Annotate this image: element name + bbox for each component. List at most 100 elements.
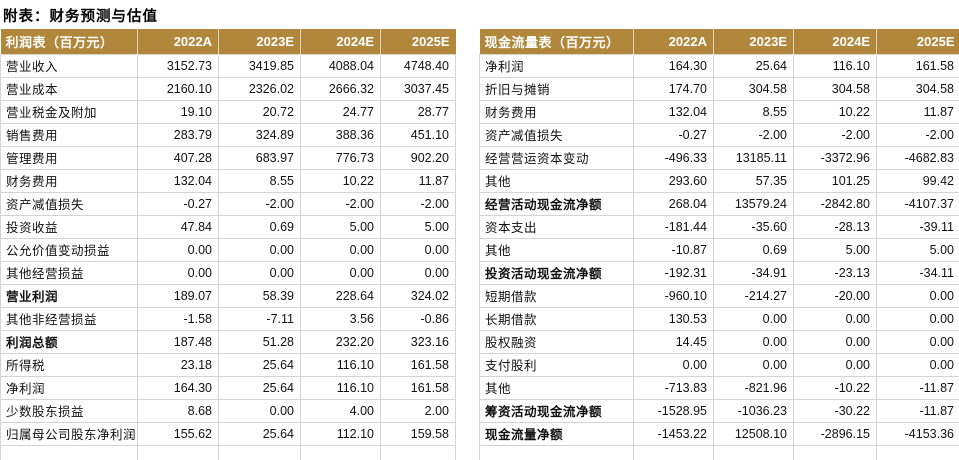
row-label: 营业税金及附加 (0, 99, 138, 124)
table-row: 支付股利 0.00 0.00 0.00 0.00 (479, 352, 959, 377)
table-row: 其他 293.60 57.35 101.25 99.42 (479, 168, 959, 193)
cell-value: 293.60 (633, 168, 714, 193)
cell-value: 112.10 (300, 421, 381, 446)
cell-value: 0.00 (380, 237, 456, 262)
table-row: 营业成本 2160.10 2326.02 2666.32 3037.45 (0, 76, 456, 101)
row-label: 筹资活动现金流净额 (479, 398, 634, 423)
cell-value: 0.00 (300, 237, 381, 262)
table-row: 经营活动现金流净额 268.04 13579.24 -2842.80 -4107.37 (479, 191, 959, 216)
cell-value: -4107.37 (876, 191, 959, 216)
cell-value: 47.84 (137, 214, 219, 239)
cell-value: 159.58 (380, 421, 456, 446)
cell-value: -35.60 (713, 214, 794, 239)
cell-value: 25.64 (713, 53, 794, 78)
empty-row (0, 444, 456, 460)
cell-value: -34.11 (876, 260, 959, 285)
cell-value: -30.22 (793, 398, 877, 423)
table-row: 财务费用 132.04 8.55 10.22 11.87 (479, 99, 959, 124)
table-row: 营业利润 189.07 58.39 228.64 324.02 (0, 283, 456, 308)
header-row: 现金流量表（百万元） 2022A 2023E 2024E 2025E (479, 29, 959, 54)
cell-value: -960.10 (633, 283, 714, 308)
cell-value: -23.13 (793, 260, 877, 285)
cell-value: 161.58 (876, 53, 959, 78)
cell-value: -10.22 (793, 375, 877, 400)
table-row: 经营营运资本变动 -496.33 13185.11 -3372.96 -4682.83 (479, 145, 959, 170)
cell-value: 116.10 (300, 352, 381, 377)
cell-value: 4.00 (300, 398, 381, 423)
cell-value: -2.00 (300, 191, 381, 216)
column-header-2025e: 2025E (876, 29, 959, 54)
row-label: 资产减值损失 (479, 122, 634, 147)
column-header-2022a: 2022A (633, 29, 714, 54)
cell-value: 0.00 (876, 283, 959, 308)
table-row: 归属母公司股东净利润 155.62 25.64 112.10 159.58 (0, 421, 456, 446)
table-row: 其他 -713.83 -821.96 -10.22 -11.87 (479, 375, 959, 400)
table-row: 所得税 23.18 25.64 116.10 161.58 (0, 352, 456, 377)
cell-value: 5.00 (793, 237, 877, 262)
cell-value: -713.83 (633, 375, 714, 400)
cell-value: 164.30 (137, 375, 219, 400)
table-row: 营业收入 3152.73 3419.85 4088.04 4748.40 (0, 53, 456, 78)
row-label: 管理费用 (0, 145, 138, 170)
income-statement-table: 利润表（百万元） 2022A 2023E 2024E 2025E 营业收入 315… (0, 29, 456, 460)
row-label: 利润总额 (0, 329, 138, 354)
row-label: 资本支出 (479, 214, 634, 239)
cell-value: -2.00 (218, 191, 301, 216)
cell-value: 0.00 (218, 398, 301, 423)
table-gap (456, 29, 479, 460)
cell-value: 51.28 (218, 329, 301, 354)
table-row: 营业税金及附加 19.10 20.72 24.77 28.77 (0, 99, 456, 124)
table-row: 销售费用 283.79 324.89 388.36 451.10 (0, 122, 456, 147)
table-row: 管理费用 407.28 683.97 776.73 902.20 (0, 145, 456, 170)
cell-value: 0.00 (137, 260, 219, 285)
cell-value: 14.45 (633, 329, 714, 354)
cell-value: -2.00 (793, 122, 877, 147)
tables-container: 利润表（百万元） 2022A 2023E 2024E 2025E 营业收入 315… (0, 29, 959, 460)
cell-value: 324.89 (218, 122, 301, 147)
cell-value: 5.00 (876, 237, 959, 262)
cell-value: -2.00 (713, 122, 794, 147)
cell-value: 25.64 (218, 421, 301, 446)
row-label: 其他 (479, 237, 634, 262)
table-title-cash-flow: 现金流量表（百万元） (479, 29, 634, 54)
row-label: 净利润 (0, 375, 138, 400)
cell-value: -1.58 (137, 306, 219, 331)
cell-value: 451.10 (380, 122, 456, 147)
cell-value: 283.79 (137, 122, 219, 147)
table-row: 利润总额 187.48 51.28 232.20 323.16 (0, 329, 456, 354)
column-header-2023e: 2023E (218, 29, 301, 54)
cell-value: 228.64 (300, 283, 381, 308)
cell-value: 3152.73 (137, 53, 219, 78)
cell-value: -192.31 (633, 260, 714, 285)
empty-cell (479, 444, 634, 460)
cell-value: -20.00 (793, 283, 877, 308)
row-label: 归属母公司股东净利润 (0, 421, 138, 446)
cell-value: 10.22 (793, 99, 877, 124)
row-label: 其他 (479, 375, 634, 400)
cell-value: -11.87 (876, 375, 959, 400)
cell-value: -214.27 (713, 283, 794, 308)
empty-cell (137, 444, 219, 460)
cell-value: 8.55 (713, 99, 794, 124)
empty-cell (380, 444, 456, 460)
cell-value: 5.00 (380, 214, 456, 239)
row-label: 投资收益 (0, 214, 138, 239)
row-label: 经营营运资本变动 (479, 145, 634, 170)
cell-value: -1036.23 (713, 398, 794, 423)
table-row: 投资收益 47.84 0.69 5.00 5.00 (0, 214, 456, 239)
cell-value: 0.00 (380, 260, 456, 285)
table-row: 公允价值变动损益 0.00 0.00 0.00 0.00 (0, 237, 456, 262)
cell-value: 20.72 (218, 99, 301, 124)
table-row: 资本支出 -181.44 -35.60 -28.13 -39.11 (479, 214, 959, 239)
cell-value: 323.16 (380, 329, 456, 354)
row-label: 投资活动现金流净额 (479, 260, 634, 285)
table-row: 财务费用 132.04 8.55 10.22 11.87 (0, 168, 456, 193)
row-label: 其他非经营损益 (0, 306, 138, 331)
empty-cell (713, 444, 794, 460)
row-label: 财务费用 (479, 99, 634, 124)
cell-value: 24.77 (300, 99, 381, 124)
table-row: 筹资活动现金流净额 -1528.95 -1036.23 -30.22 -11.87 (479, 398, 959, 423)
cell-value: 5.00 (300, 214, 381, 239)
cell-value: -7.11 (218, 306, 301, 331)
cell-value: 304.58 (793, 76, 877, 101)
